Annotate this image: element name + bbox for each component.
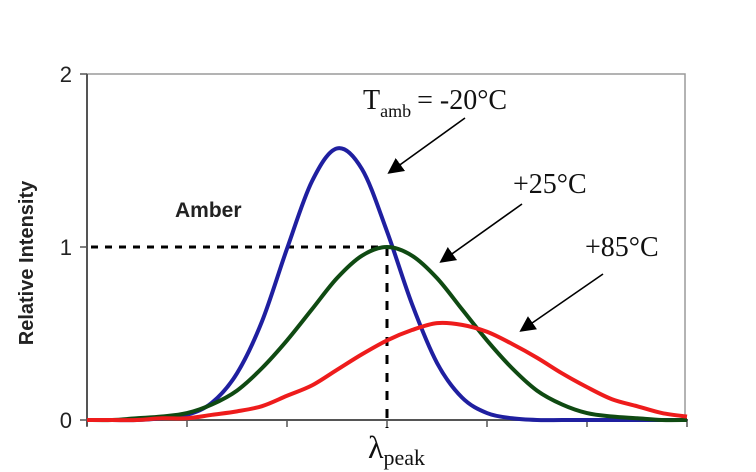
- arrow-hot: [519, 273, 604, 332]
- annotation-cold: Tamb = -20°C: [363, 85, 507, 121]
- annotation-hot: +85°C: [585, 232, 659, 263]
- series-line-2: [86, 320, 688, 423]
- x-axis-label: λpeak: [368, 429, 425, 470]
- y-axis-label: Relative Intensity: [16, 180, 38, 345]
- arrow-cold: [387, 117, 466, 174]
- y-tick-label: 0: [60, 408, 72, 433]
- arrow-room: [439, 203, 523, 263]
- annotation-room: +25°C: [513, 169, 587, 200]
- series-line-1: [86, 245, 688, 423]
- material-label: Amber: [175, 199, 242, 222]
- y-tick-label: 1: [60, 235, 72, 260]
- y-tick-label: 2: [60, 62, 72, 87]
